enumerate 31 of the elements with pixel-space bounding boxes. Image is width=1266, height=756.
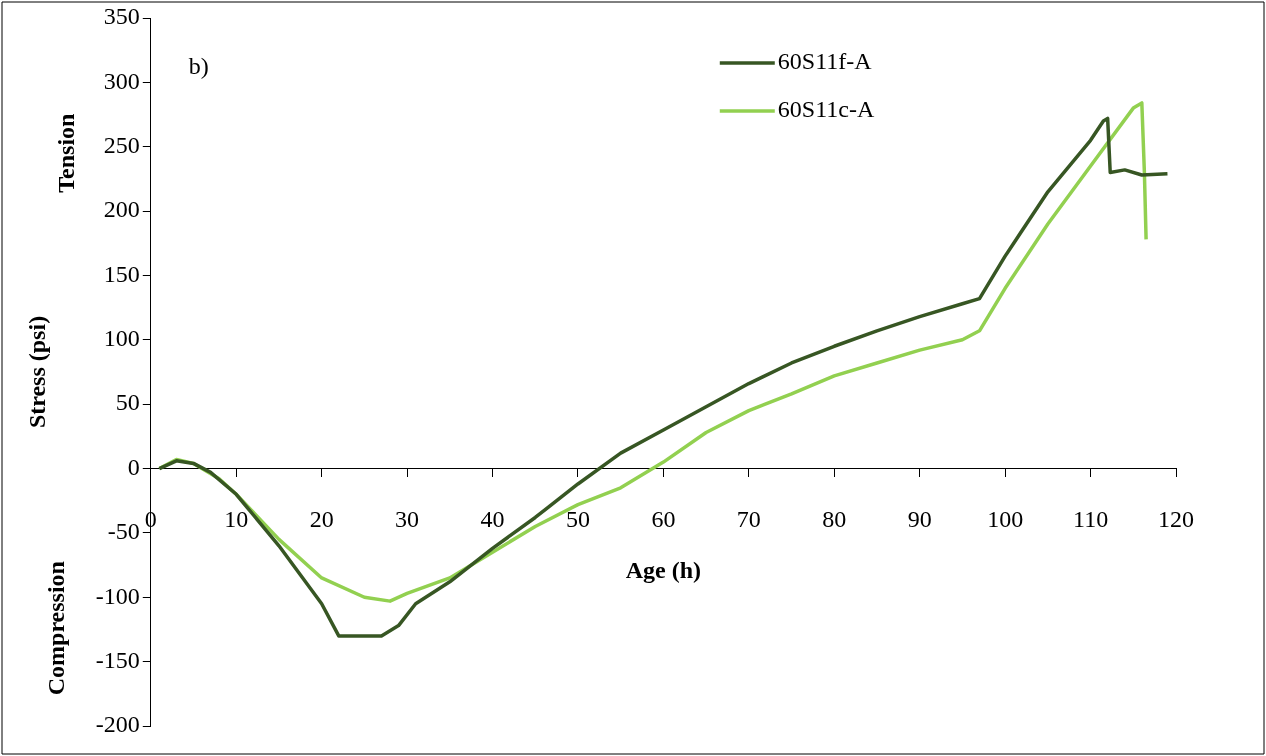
- x-tick-label: 60: [651, 506, 676, 533]
- y-tick-label: -50: [107, 518, 140, 545]
- y-tick-label: -150: [95, 646, 140, 673]
- text: Tension: [53, 113, 80, 193]
- legend-label: 60S11f-A: [777, 48, 873, 75]
- text: Compression: [43, 561, 70, 696]
- y-tick-label: 100: [103, 325, 140, 352]
- x-tick-label: 20: [309, 506, 334, 533]
- y-axis-title: Stress (psi): [23, 315, 50, 429]
- x-axis-title: Age (h): [625, 556, 702, 583]
- x-tick-label: 10: [224, 506, 249, 533]
- y-tick-label: -200: [95, 711, 140, 738]
- y-tick-label: 300: [103, 67, 140, 94]
- x-tick-label: 110: [1073, 506, 1109, 533]
- x-tick-label: 70: [736, 506, 761, 533]
- y-tick-label: -100: [95, 582, 140, 609]
- y-tick-label: 250: [103, 132, 140, 159]
- y-tick-label: 350: [103, 3, 140, 30]
- annotation: b): [188, 53, 209, 80]
- y-tick-label: 0: [127, 453, 140, 480]
- x-tick-label: 30: [395, 506, 420, 533]
- x-tick-label: 90: [907, 506, 932, 533]
- x-tick-label: 40: [480, 506, 505, 533]
- x-tick-label: 50: [565, 506, 590, 533]
- y-tick-label: 50: [115, 389, 140, 416]
- x-tick-label: 120: [1158, 506, 1194, 533]
- x-tick-label: 80: [822, 506, 847, 533]
- x-tick-label: 100: [987, 506, 1024, 533]
- y-tick-label: 200: [103, 196, 140, 223]
- y-tick-label: 150: [103, 260, 140, 287]
- legend-label: 60S11c-A: [777, 96, 875, 123]
